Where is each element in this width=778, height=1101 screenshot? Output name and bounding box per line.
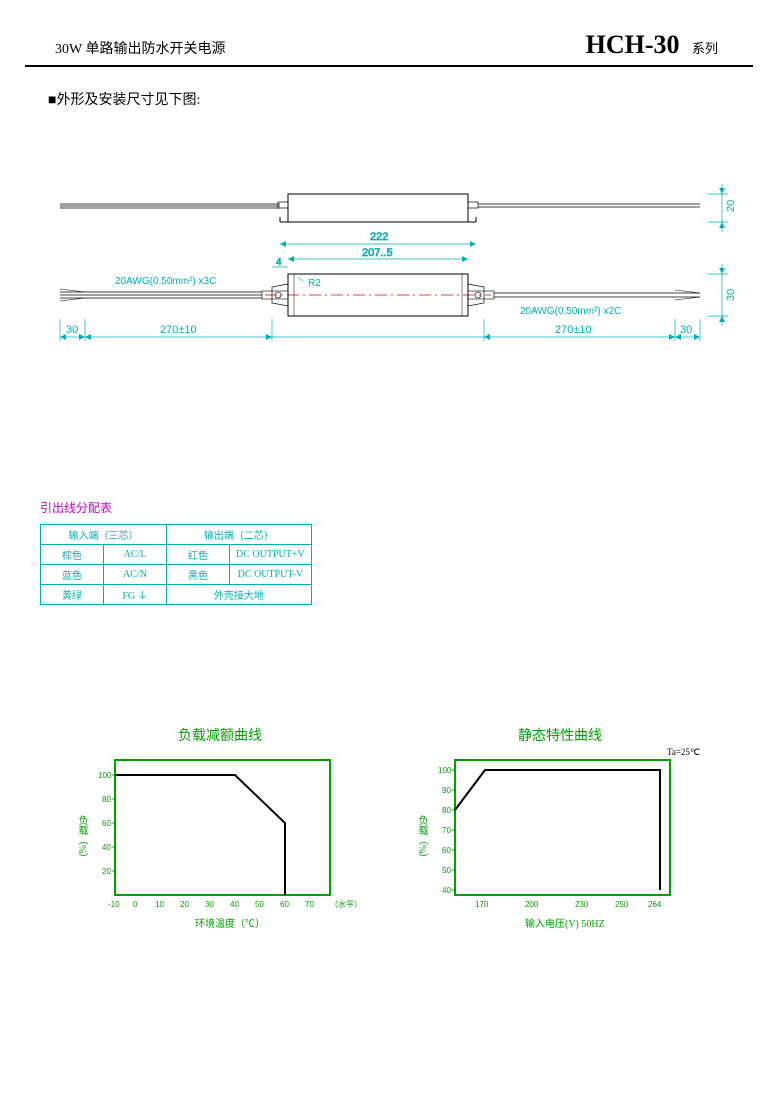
dim-4-label: 4: [276, 257, 282, 268]
derating-chart: 负载减额曲线 负载（%） 100 80 60 40 20 -10 0: [80, 725, 360, 935]
table-row: 黄绿 FG ⏚ 外壳接大地: [41, 585, 312, 605]
svg-text:80: 80: [102, 795, 111, 804]
chart2-ylabel: 负载（%）: [414, 815, 429, 863]
chart2-xlabel: 输入电压(V) 50HZ: [525, 917, 605, 930]
svg-text:60: 60: [102, 819, 111, 828]
table-head-out: 输出端（二芯）: [167, 525, 312, 545]
section-outline-title: ■外形及安装尺寸见下图:: [48, 89, 778, 109]
svg-text:170: 170: [475, 900, 489, 909]
svg-text:250: 250: [615, 900, 629, 909]
dim-270r-label: 270±10: [555, 324, 592, 336]
svg-text:-10: -10: [108, 900, 120, 909]
svg-text:90: 90: [442, 786, 451, 795]
svg-text:50: 50: [255, 900, 264, 909]
chart1-x-extra: （水平）: [330, 899, 362, 909]
dim-2075-label: 207..5: [362, 247, 393, 259]
mechanical-drawing: 20 222 207..5: [40, 109, 740, 389]
header-left: 30W 单路输出防水开关电源: [55, 38, 225, 58]
dim-270l-label: 270±10: [160, 324, 197, 336]
wire-assignment-table: 输入端（三芯） 输出端（二芯） 棕色 AC/L 红色 DC OUTPUT+V 蓝…: [40, 524, 312, 605]
table-head-in: 输入端（三芯）: [41, 525, 167, 545]
chart1-xlabel: 环境温度（℃）: [195, 917, 265, 930]
table-row: 棕色 AC/L 红色 DC OUTPUT+V: [41, 545, 312, 565]
dim-30-height-label: 30: [725, 289, 737, 301]
svg-text:50: 50: [442, 866, 451, 875]
chart2-title: 静态特性曲线: [420, 725, 700, 745]
table-row: 输入端（三芯） 输出端（二芯）: [41, 525, 312, 545]
svg-text:200: 200: [525, 900, 539, 909]
svg-text:0: 0: [133, 900, 138, 909]
svg-text:40: 40: [102, 843, 111, 852]
svg-text:60: 60: [442, 846, 451, 855]
svg-text:30: 30: [205, 900, 214, 909]
charts-row: 负载减额曲线 负载（%） 100 80 60 40 20 -10 0: [80, 725, 778, 935]
model-suffix: 系列: [692, 41, 718, 56]
svg-text:264: 264: [648, 900, 662, 909]
page-header: 30W 单路输出防水开关电源 HCH-30 系列: [25, 0, 753, 67]
svg-text:20: 20: [102, 867, 111, 876]
static-chart: 静态特性曲线 Ta=25℃ 负载（%） 100 90 80 70 60 50 4…: [420, 725, 700, 935]
svg-text:230: 230: [575, 900, 589, 909]
chart1-title: 负载减额曲线: [80, 725, 360, 745]
dim-30r2-label: 30: [680, 324, 692, 336]
dim-r2-label: R2: [308, 278, 321, 289]
dim-30l-label: 30: [66, 324, 78, 336]
svg-text:100: 100: [438, 766, 452, 775]
header-right: HCH-30 系列: [586, 30, 718, 60]
wire-left-label: 20AWG(0.50mm²) x3C: [115, 276, 216, 287]
model-number: HCH-30: [586, 30, 680, 59]
wire-right-label: 20AWG(0.50mm²) x2C: [520, 306, 621, 317]
chart2-note: Ta=25℃: [667, 747, 700, 758]
svg-text:80: 80: [442, 806, 451, 815]
svg-text:100: 100: [98, 771, 112, 780]
wire-table-title: 引出线分配表: [40, 499, 778, 516]
svg-text:10: 10: [155, 900, 164, 909]
svg-text:40: 40: [442, 886, 451, 895]
table-row: 蓝色 AC/N 黑色 DC OUTPUT-V: [41, 565, 312, 585]
svg-text:60: 60: [280, 900, 289, 909]
dim-20-label: 20: [725, 200, 737, 212]
chart1-ylabel: 负载（%）: [74, 815, 89, 863]
svg-text:40: 40: [230, 900, 239, 909]
svg-text:70: 70: [442, 826, 451, 835]
svg-text:70: 70: [305, 900, 314, 909]
svg-text:20: 20: [180, 900, 189, 909]
dim-222-label: 222: [370, 231, 388, 243]
